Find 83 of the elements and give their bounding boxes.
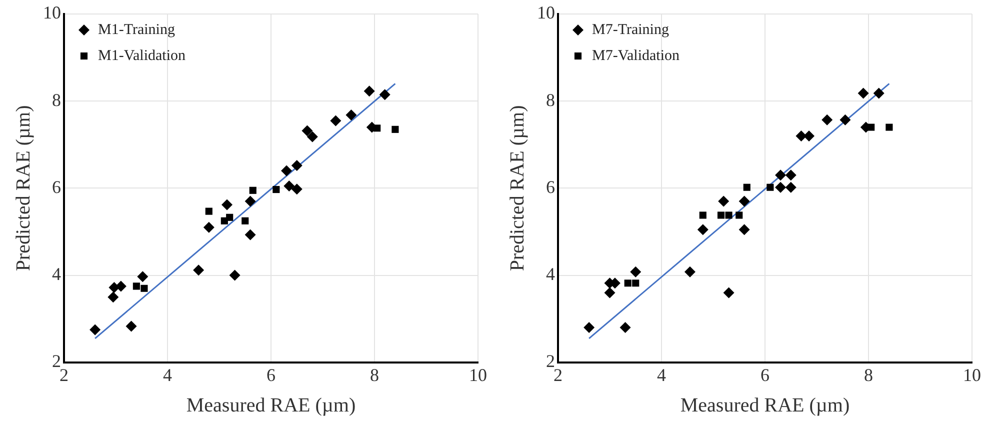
point: [697, 224, 708, 236]
y-tick-label: 4: [52, 264, 61, 284]
point: [249, 186, 256, 194]
point: [630, 266, 642, 278]
point: [858, 88, 869, 99]
point: [886, 124, 893, 131]
point: [203, 222, 214, 233]
point: [873, 88, 884, 99]
y-tick-label: 2: [52, 351, 61, 372]
point: [736, 212, 743, 219]
point: [306, 131, 318, 142]
y-tick-label: 10: [43, 2, 61, 23]
point: [193, 264, 204, 276]
point: [379, 89, 390, 100]
point: [743, 184, 750, 191]
y-tick-label: 10: [537, 2, 555, 23]
point: [624, 280, 632, 287]
point: [137, 271, 148, 282]
point: [775, 182, 786, 193]
x-axis-title: Measured RAE (µm): [680, 394, 850, 416]
point: [244, 229, 256, 240]
point: [126, 320, 137, 332]
point: [291, 160, 302, 172]
point: [822, 114, 833, 126]
point: [775, 170, 786, 181]
point: [785, 182, 796, 193]
point: [330, 115, 342, 126]
point: [281, 165, 292, 176]
point: [244, 196, 256, 207]
point: [302, 125, 313, 136]
point: [584, 322, 595, 334]
point: [723, 287, 734, 298]
point: [90, 324, 101, 336]
x-tick-label: 4: [163, 364, 172, 385]
y-tick-label: 8: [52, 90, 61, 110]
point: [785, 170, 796, 181]
point: [291, 184, 302, 195]
point: [604, 287, 616, 298]
y-tick-label: 6: [52, 176, 61, 197]
point: [272, 186, 280, 194]
point: [284, 180, 295, 192]
point: [725, 212, 732, 219]
point: [229, 270, 240, 281]
point: [226, 214, 234, 221]
x-tick-label: 6: [266, 364, 276, 385]
x-tick-label: 8: [370, 364, 379, 385]
point: [392, 126, 399, 133]
x-tick-label: 10: [963, 364, 981, 385]
legend-label: M7-Training: [592, 22, 670, 38]
point: [108, 292, 119, 303]
point: [738, 196, 750, 207]
x-axis-title: Measured RAE (µm): [186, 394, 356, 416]
point: [140, 284, 148, 292]
y-tick-label: 4: [546, 264, 555, 284]
point: [620, 322, 631, 334]
point: [717, 212, 725, 219]
point: [766, 184, 774, 191]
point: [718, 196, 730, 207]
point: [840, 114, 851, 126]
legend-label: M1-Validation: [98, 48, 186, 64]
y-axis-title: Predicted RAE (µm): [12, 105, 34, 272]
point: [796, 130, 807, 142]
point: [699, 212, 706, 219]
x-tick-label: 8: [864, 364, 873, 385]
point: [222, 199, 233, 210]
x-tick-label: 10: [469, 364, 487, 385]
x-tick-label: 4: [657, 364, 666, 385]
y-axis-title: Predicted RAE (µm): [506, 105, 528, 272]
point: [632, 280, 640, 287]
point: [738, 224, 750, 236]
point: [205, 208, 212, 215]
legend-label: M1-Training: [98, 22, 176, 38]
point: [684, 266, 696, 278]
y-tick-label: 2: [546, 351, 555, 372]
x-tick-label: 6: [760, 364, 770, 385]
legend-label: M7-Validation: [592, 48, 680, 64]
point: [132, 282, 140, 290]
y-tick-label: 8: [546, 90, 555, 110]
point: [346, 110, 357, 121]
point: [115, 280, 126, 292]
point: [242, 217, 249, 224]
point: [364, 86, 375, 97]
y-tick-label: 6: [546, 176, 555, 197]
